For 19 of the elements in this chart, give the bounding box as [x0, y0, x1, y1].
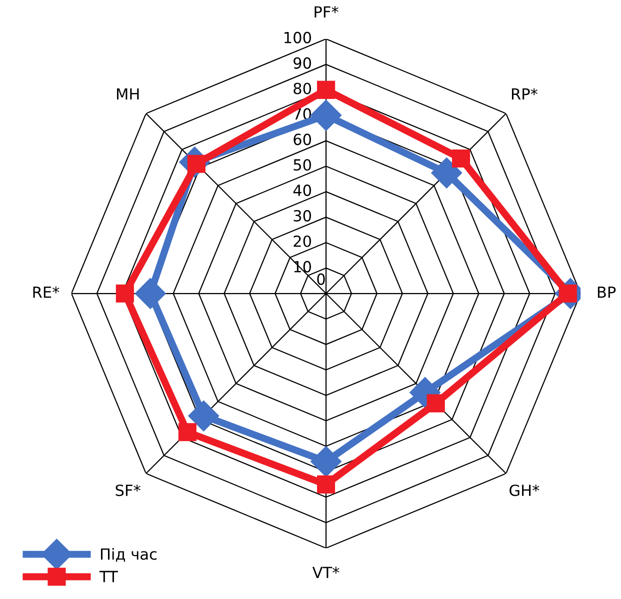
y-tick-label: 0 — [317, 273, 325, 285]
spoke-label: GH* — [510, 484, 540, 496]
y-tick-label: 20 — [294, 235, 312, 248]
y-tick-label: 100 — [284, 32, 312, 44]
legend-label: Під час — [101, 548, 156, 562]
legend-label: TT — [99, 570, 118, 582]
spoke-label: MH — [117, 88, 139, 100]
y-tick-label: 60 — [294, 134, 312, 146]
y-tick-label: 50 — [294, 159, 312, 171]
spoke-label: SF* — [116, 484, 140, 496]
spoke-label: BP — [598, 286, 616, 298]
spoke-label: RP* — [512, 88, 538, 100]
y-tick-label: 30 — [294, 210, 312, 222]
y-tick-label: 90 — [294, 57, 312, 69]
spoke-label: RE* — [33, 286, 60, 298]
y-tick-label: 80 — [294, 82, 312, 94]
y-tick-label: 40 — [293, 184, 312, 196]
spoke-label: VT* — [312, 566, 340, 578]
spoke-label: PF* — [314, 6, 338, 18]
